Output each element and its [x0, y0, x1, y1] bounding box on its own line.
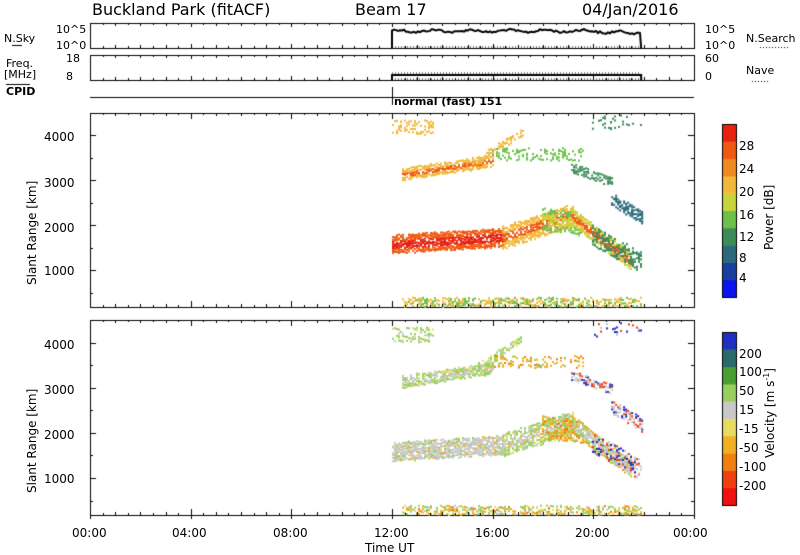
xtick-0800: 08:00 [273, 526, 308, 540]
station-title: Buckland Park (fitACF) [92, 0, 271, 19]
noise-tick-bottom-right: 10^0 [705, 39, 736, 52]
power-ylabel: Slant Range [km] [25, 180, 39, 285]
vel-cb-m100: -100 [739, 460, 767, 474]
date-label: 04/Jan/2016 [582, 0, 679, 19]
noise-tick-top-right: 10^5 [705, 23, 736, 36]
velocity-ytick-1000: 1000 [44, 472, 75, 486]
freq-tick-top: 18 [66, 52, 80, 65]
velocity-ylabel: Slant Range [km] [25, 388, 39, 493]
cpid-label: CPID [6, 85, 36, 98]
power-cb-8: 8 [739, 251, 747, 265]
power-cb-16: 16 [739, 208, 755, 222]
nsky-label: N.Sky [4, 32, 36, 45]
power-ytick-1000: 1000 [44, 264, 75, 278]
nave-tick-top: 60 [705, 52, 719, 65]
nsearch-label: N.Search [746, 32, 796, 45]
velocity-colorbar-label: Velocity [m s-1] [762, 368, 777, 458]
xtick-0000: 00:00 [72, 526, 107, 540]
power-cb-20: 20 [739, 185, 755, 199]
cpid-value: normal (fast) 151 [394, 95, 503, 108]
vel-cb-200: 200 [739, 347, 762, 361]
freq-unit-label: [MHz] [4, 68, 37, 81]
xtick-1200: 12:00 [374, 526, 409, 540]
vel-cb-m200: -200 [739, 479, 767, 493]
power-cb-12: 12 [739, 230, 755, 244]
vel-cb-m50: -50 [739, 441, 759, 455]
xtick-1600: 16:00 [475, 526, 510, 540]
velocity-ytick-3000: 3000 [44, 383, 75, 397]
nave-tick-bottom: 0 [705, 70, 712, 83]
power-ytick-4000: 4000 [44, 130, 75, 144]
power-ytick-3000: 3000 [44, 176, 75, 190]
freq-tick-bottom: 8 [66, 70, 73, 83]
vel-cb-15: 15 [739, 403, 755, 417]
vel-cb-m15: -15 [739, 422, 759, 436]
velocity-ytick-4000: 4000 [44, 338, 75, 352]
vel-cb-50: 50 [739, 384, 755, 398]
power-colorbar-label: Power [dB] [762, 184, 776, 250]
power-cb-4: 4 [739, 271, 747, 285]
power-cb-24: 24 [739, 162, 755, 176]
xtick-2000: 20:00 [575, 526, 610, 540]
xlabel: Time UT [365, 541, 415, 555]
velocity-ytick-2000: 2000 [44, 428, 75, 442]
power-ytick-2000: 2000 [44, 221, 75, 235]
noise-tick-bottom-left: 10^0 [56, 39, 87, 52]
freq-label: Freq. [6, 57, 34, 70]
vel-cb-100: 100 [739, 365, 762, 379]
beam-label: Beam 17 [355, 0, 427, 19]
power-cb-28: 28 [739, 139, 755, 153]
xtick-0400: 04:00 [172, 526, 207, 540]
xtick-2400: 00:00 [673, 526, 708, 540]
noise-tick-top-left: 10^5 [56, 23, 87, 36]
nave-label: Nave [746, 64, 775, 77]
